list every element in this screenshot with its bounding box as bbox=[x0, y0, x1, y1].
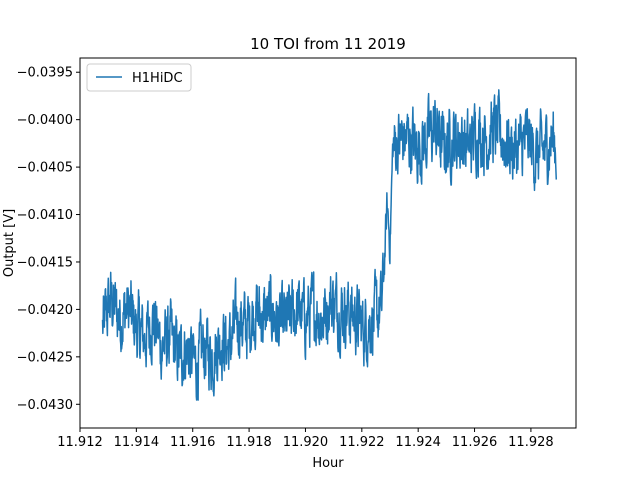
x-axis-ticks: 11.912 11.914 11.916 11.918 11.920 11.922 11.9… bbox=[57, 428, 554, 450]
plot-layer bbox=[101, 89, 558, 401]
y-tick-label: −0.0400 bbox=[17, 113, 73, 128]
y-tick-label: −0.0430 bbox=[17, 398, 73, 413]
y-tick-label: −0.0410 bbox=[17, 208, 73, 223]
y-tick-label: −0.0405 bbox=[17, 161, 73, 176]
y-tick-label: −0.0425 bbox=[17, 350, 73, 365]
plot-frame bbox=[79, 57, 577, 429]
y-axis-label: Output [V] bbox=[2, 209, 17, 277]
x-tick-label: 11.924 bbox=[395, 435, 441, 450]
y-axis-ticks: −0.0430 −0.0425 −0.0420 −0.0415 −0.0410 −0.04… bbox=[17, 66, 80, 413]
x-tick-label: 11.912 bbox=[57, 435, 103, 450]
x-tick-label: 11.914 bbox=[114, 435, 160, 450]
y-tick-label: −0.0415 bbox=[17, 255, 73, 270]
y-tick-label: −0.0420 bbox=[17, 303, 73, 318]
legend-box bbox=[86, 63, 192, 92]
series-line-h1hidc bbox=[101, 89, 558, 401]
x-tick-label: 11.928 bbox=[508, 435, 554, 450]
x-tick-label: 11.926 bbox=[452, 435, 498, 450]
legend: H1HiDC bbox=[86, 63, 192, 92]
x-tick-label: 11.918 bbox=[226, 435, 272, 450]
x-tick-label: 11.922 bbox=[339, 435, 385, 450]
y-tick-label: −0.0395 bbox=[17, 66, 73, 81]
x-axis-label: Hour bbox=[312, 456, 344, 471]
chart-title: 10 TOI from 11 2019 bbox=[250, 35, 406, 53]
x-tick-label: 11.920 bbox=[283, 435, 329, 450]
x-tick-label: 11.916 bbox=[170, 435, 216, 450]
legend-label-h1hidc: H1HiDC bbox=[132, 71, 183, 86]
